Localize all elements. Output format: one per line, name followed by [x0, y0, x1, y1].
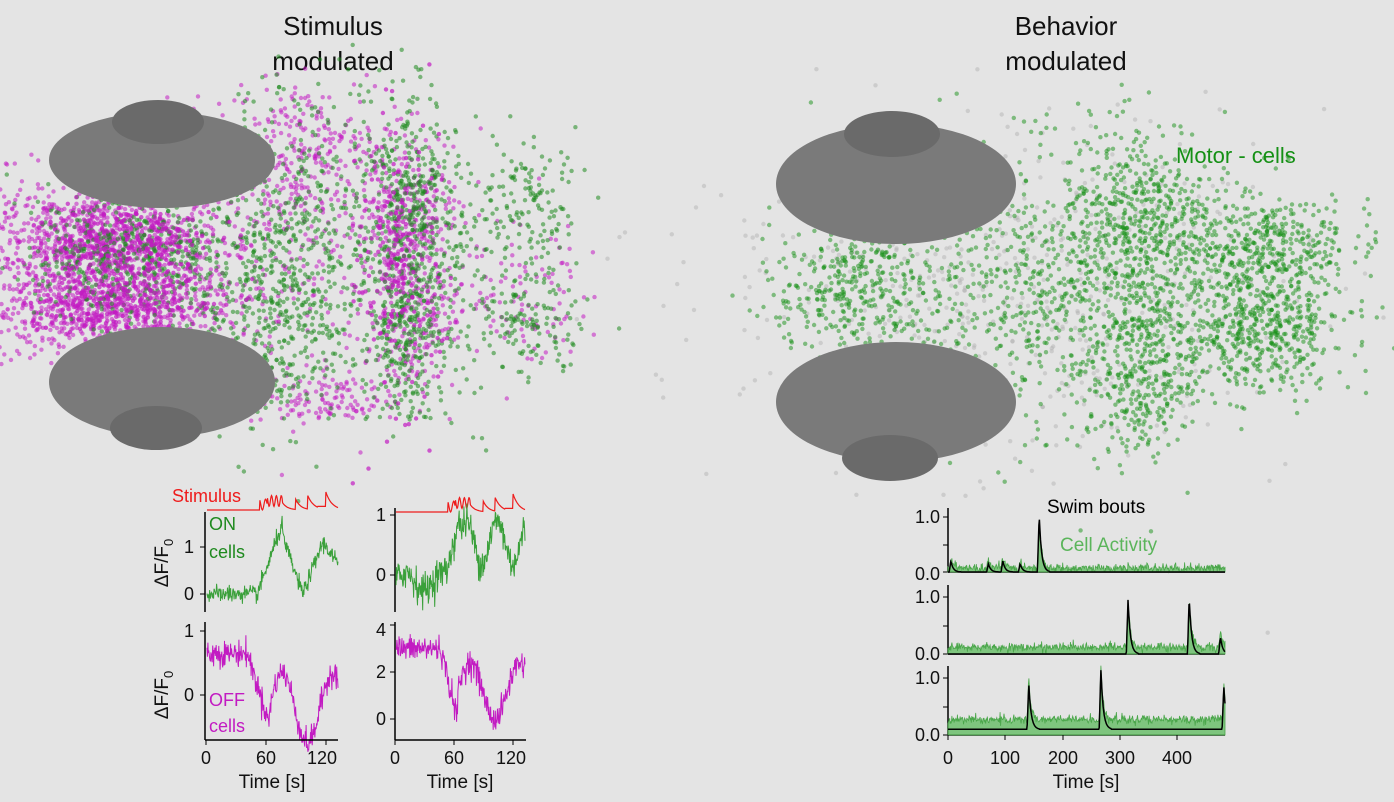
tick-on-right-0: 0	[376, 565, 386, 585]
tick-off-left-0: 0	[184, 685, 194, 705]
on-right-panel: 1 0	[376, 503, 526, 612]
beh-r1-tick-1: 1.0	[915, 507, 940, 527]
right-title-line1: Behavior	[1015, 11, 1118, 41]
left-eye-top	[49, 100, 275, 208]
stimulus-label: Stimulus	[172, 486, 241, 506]
behavior-row-2: 1.0 0.0	[915, 585, 1226, 664]
beh-xtick-400: 400	[1162, 748, 1192, 768]
stimulus-brain-map	[0, 42, 622, 504]
y-label-on: ΔF/F0	[152, 539, 176, 587]
tick-off-left-1: 1	[184, 621, 194, 641]
xlabel-stim-left: Time [s]	[239, 772, 306, 793]
cell-activity-trace-2	[947, 602, 1226, 655]
motor-cells-label: Motor - cells	[1176, 143, 1296, 168]
xtick-left-0: 0	[201, 748, 211, 768]
beh-r2-tick-1: 1.0	[915, 587, 940, 607]
behavior-row-3: 1.0 0.0	[915, 665, 1226, 745]
stimulus-cell-dots	[0, 42, 622, 504]
swim-trace-3	[948, 670, 1226, 731]
beh-r3-tick-1: 1.0	[915, 668, 940, 688]
stimulus-trace-left	[207, 491, 339, 511]
right-eye-bottom	[776, 342, 1016, 481]
off-label-1: OFF	[209, 690, 245, 710]
behavior-brain-map: Motor - cells	[574, 67, 1394, 635]
on-left-panel: 1 0 ON cells	[184, 512, 339, 612]
swim-trace-1	[948, 519, 1225, 573]
beh-r3-tick-0: 0.0	[915, 725, 940, 745]
off-right-panel: 4 2 0 0 60 120 Time [s]	[376, 620, 526, 793]
xtick-right-0: 0	[390, 748, 400, 768]
y-label-off: ΔF/F0	[152, 671, 176, 719]
behavior-row-1: 1.0 0.0	[915, 507, 1226, 584]
tick-on-left-1: 1	[184, 537, 194, 557]
off-left-panel: 1 0 OFF cells 0 60 120 Time [s]	[184, 621, 339, 793]
tick-on-right-1: 1	[376, 505, 386, 525]
tick-off-right-0: 0	[376, 709, 386, 729]
trace-on-left	[206, 515, 339, 604]
stimulus-traces: Stimulus ΔF/F0 ΔF/F0 1 0 ON cells 1 0	[152, 486, 526, 793]
swim-trace-2	[948, 599, 1226, 655]
on-label-1: ON	[209, 514, 236, 534]
tick-off-right-4: 4	[376, 620, 386, 640]
xtick-left-120: 120	[307, 748, 337, 768]
trace-off-right	[395, 634, 526, 730]
left-title-line2: modulated	[272, 46, 393, 76]
beh-xtick-300: 300	[1105, 748, 1135, 768]
beh-xtick-100: 100	[990, 748, 1020, 768]
beh-xlabel: Time [s]	[1053, 772, 1120, 793]
beh-xtick-0: 0	[943, 748, 953, 768]
xtick-right-60: 60	[444, 748, 464, 768]
cell-activity-trace-1	[947, 521, 1226, 574]
behavior-traces: Swim bouts Cell Activity 1.0 0.0 1.0 0.0	[915, 497, 1226, 793]
beh-r2-tick-0: 0.0	[915, 644, 940, 664]
xtick-right-120: 120	[496, 748, 526, 768]
beh-r1-tick-0: 0.0	[915, 564, 940, 584]
trace-off-left	[206, 635, 339, 752]
swim-bouts-label: Swim bouts	[1047, 497, 1145, 518]
on-label-2: cells	[209, 542, 245, 562]
right-title-line2: modulated	[1005, 46, 1126, 76]
left-eye-bottom	[49, 327, 275, 450]
xtick-left-60: 60	[256, 748, 276, 768]
beh-xtick-200: 200	[1048, 748, 1078, 768]
behavior-x-axis: 0 100 200 300 400 Time [s]	[943, 735, 1192, 793]
trace-on-right	[395, 503, 526, 611]
tick-on-left-0: 0	[184, 584, 194, 604]
off-label-2: cells	[209, 716, 245, 736]
tick-off-right-2: 2	[376, 662, 386, 682]
right-eye-top	[776, 111, 1016, 244]
cell-activity-trace-3	[947, 665, 1226, 736]
xlabel-stim-right: Time [s]	[427, 772, 494, 793]
left-title-line1: Stimulus	[283, 11, 383, 41]
cell-activity-label: Cell Activity	[1060, 535, 1158, 556]
stimulus-trace-right	[396, 493, 526, 513]
